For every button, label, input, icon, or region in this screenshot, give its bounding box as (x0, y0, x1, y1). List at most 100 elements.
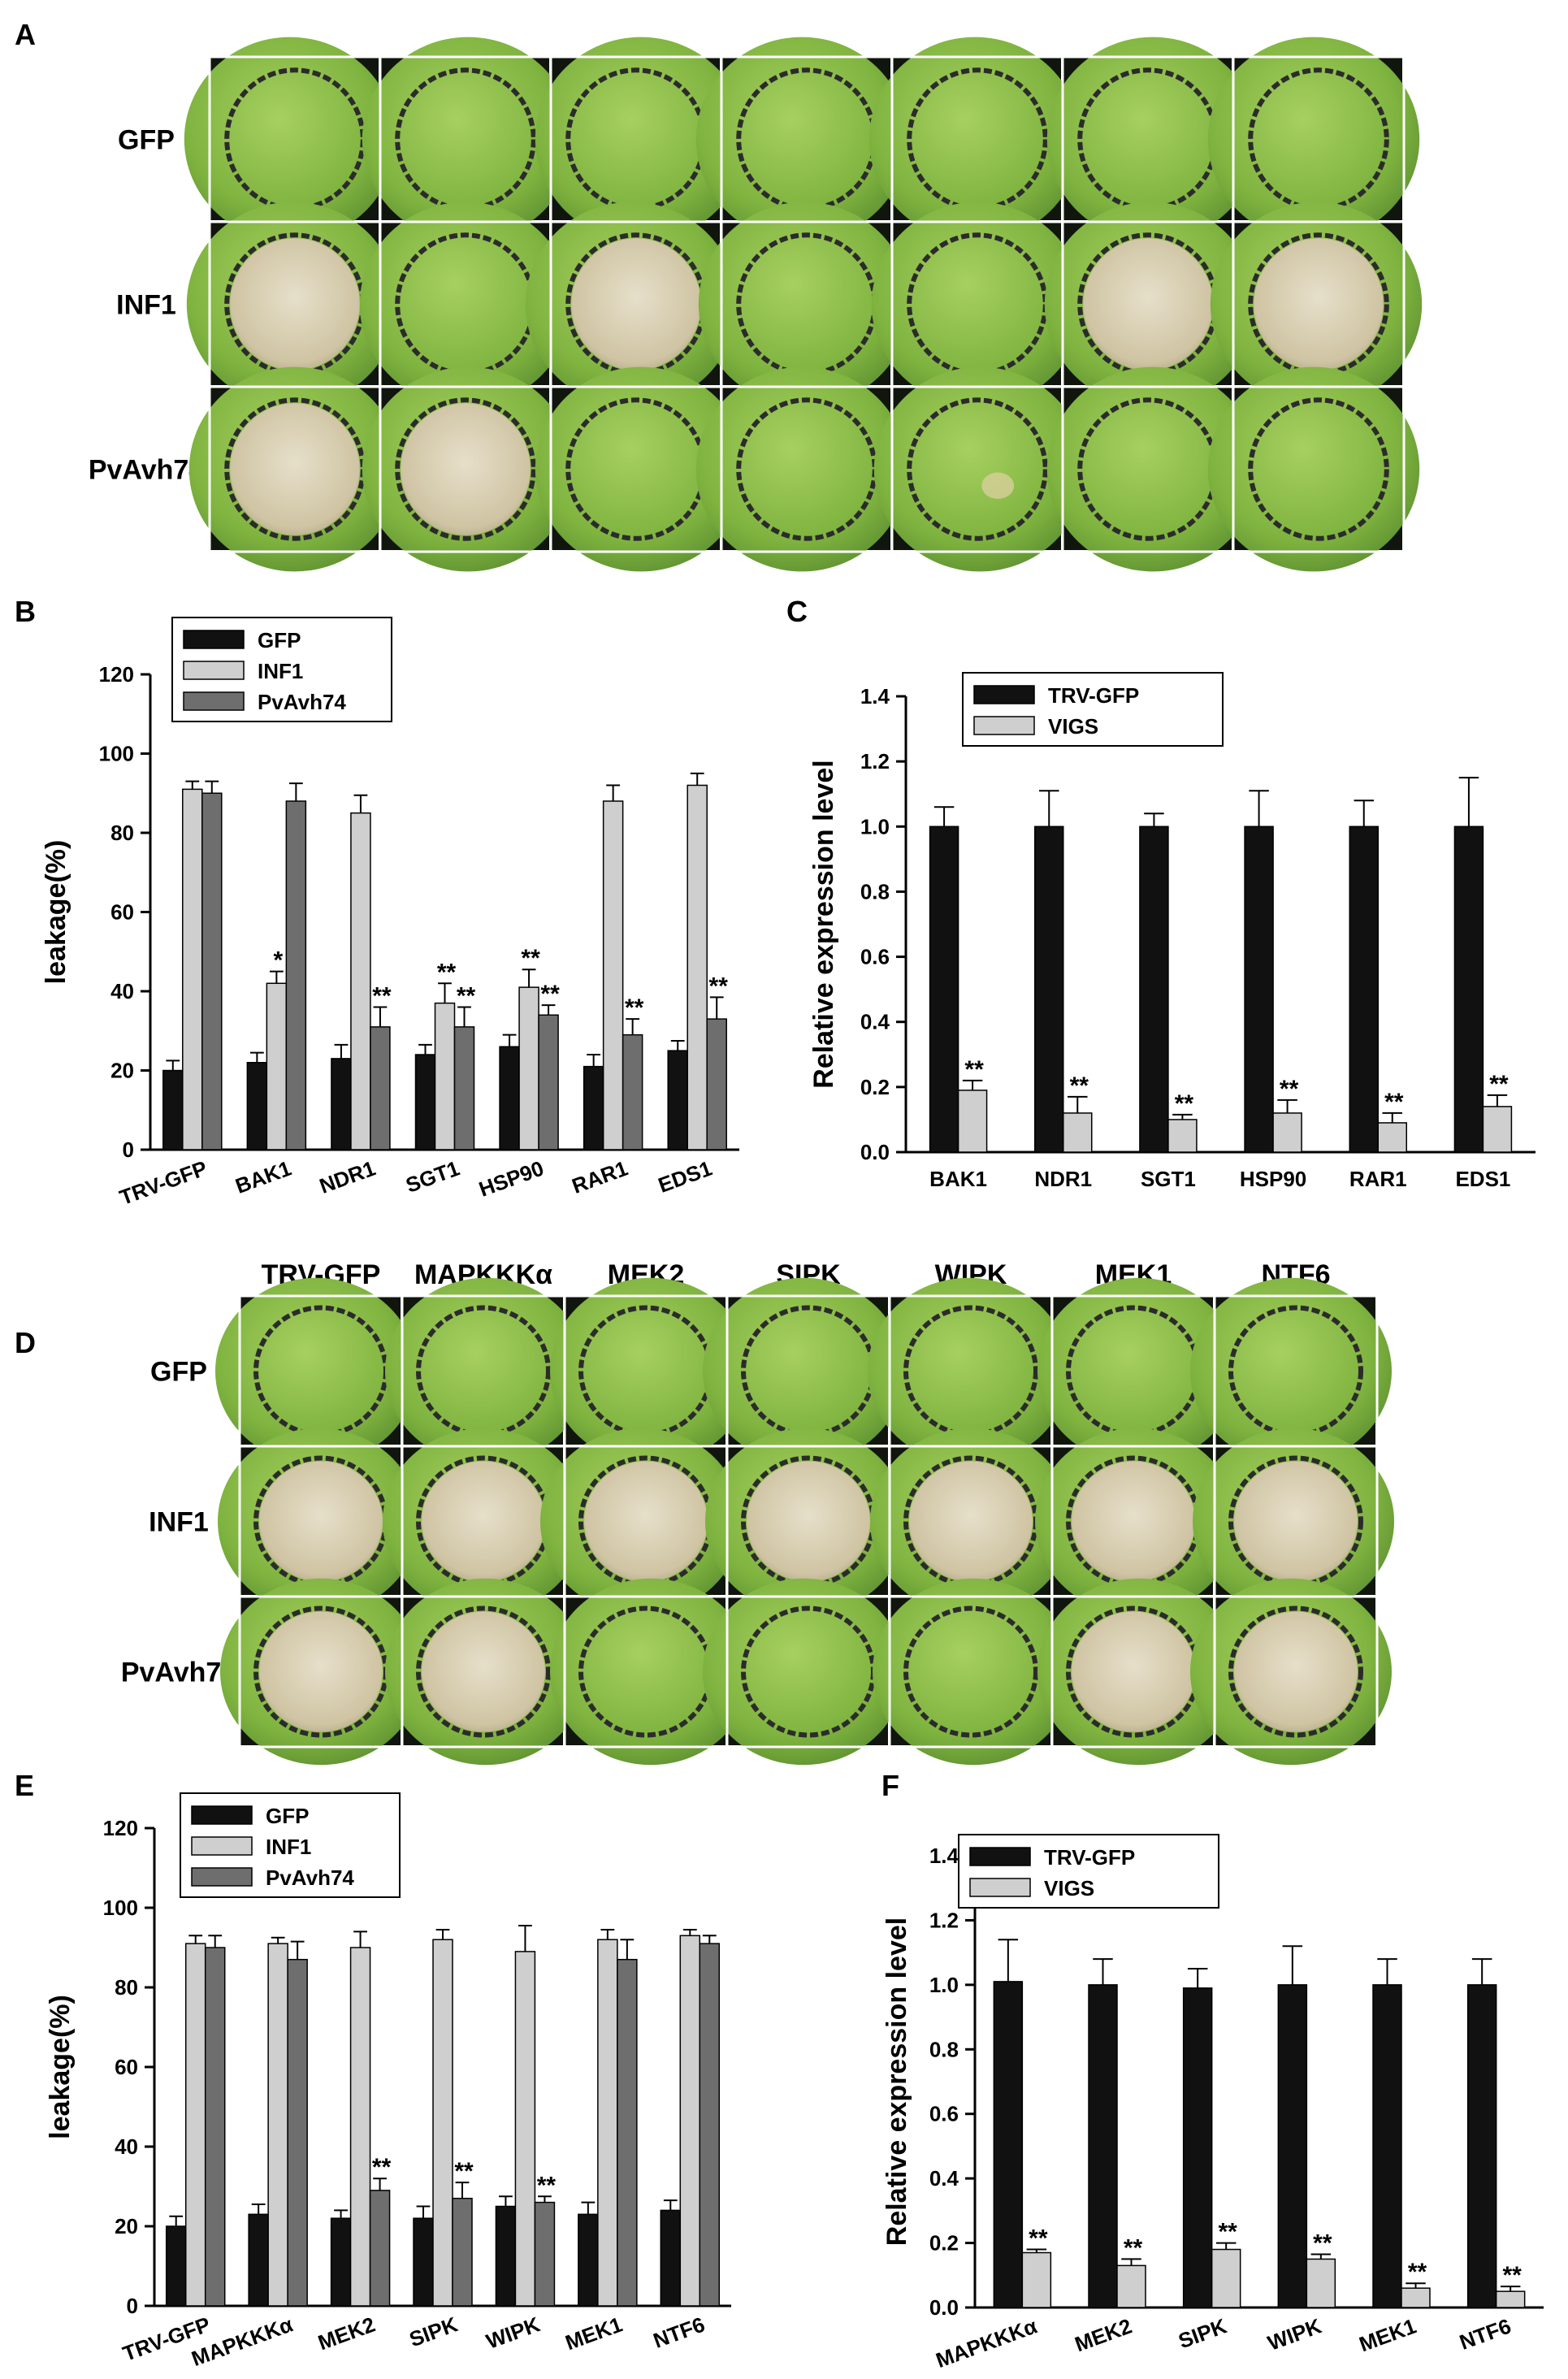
bar-vigs-mapkkk (1021, 2251, 1052, 2308)
infiltration-ring (903, 1606, 1038, 1738)
y-tick-label: 0.2 (860, 1075, 890, 1099)
panel-letter-e: E (15, 1769, 34, 1802)
y-tick-label: 1.2 (860, 749, 890, 774)
y-axis-title: Relative expression level (808, 760, 839, 1088)
infiltration-ring (395, 397, 536, 541)
leaf-surface (868, 37, 1081, 242)
cell-death-lesion (259, 1461, 383, 1582)
leaf-photo-inf1-rar1 (1044, 202, 1257, 407)
y-axis-title: leakage(%) (45, 1995, 76, 2139)
leaf-photo-gfp-hsp90 (868, 37, 1081, 242)
leaf-photo-pvavh74-bak1 (362, 366, 574, 572)
bar-inf1-ndr1 (350, 812, 371, 1150)
cell-death-lesion (1072, 1461, 1195, 1582)
y-tick-label: 120 (99, 662, 134, 687)
y-tick-label: 0.4 (929, 2166, 959, 2190)
legend-swatch-trv-gfp (973, 685, 1035, 704)
leaf-photo-gfp-mek1 (1037, 1277, 1239, 1465)
x-tick-label-rar1: RAR1 (569, 1155, 631, 1198)
infiltration-ring (907, 397, 1048, 541)
infiltration-ring (1228, 1606, 1363, 1738)
bar-gfp-rar1 (583, 1065, 604, 1150)
chart-c: 0.0 0.2 0.4 0.6 0.8 1.0 1.2 1.4 Relative express… (808, 672, 1536, 1191)
panel-letter-d: D (15, 1326, 36, 1359)
legend-label-trv-gfp: TRV-GFP (1044, 1845, 1135, 1870)
y-tick-label: 40 (115, 2134, 138, 2159)
bar-inf1-sgt1 (434, 1002, 456, 1150)
bar-gfp-trv-gfp (165, 2225, 187, 2307)
bar-inf1-mapkkk (267, 1943, 288, 2307)
x-tick-label-trv-gfp: TRV-GFP (116, 1155, 210, 1210)
leaf-photo-pvavh74-hsp90 (873, 366, 1086, 572)
legend-label-vigs: VIGS (1048, 714, 1098, 739)
legend-label-pvavh74: PvAvh74 (258, 690, 346, 714)
leaf-surface (868, 1277, 1069, 1465)
leaf-photo-gfp-sgt1 (695, 37, 908, 242)
y-tick-label: 40 (110, 979, 134, 1003)
x-tick-label-sipk: SIPK (1175, 2313, 1229, 2353)
bar-vigs-sgt1 (1167, 1119, 1198, 1153)
bar-trv-gfp-eds1 (1453, 826, 1484, 1153)
legend: GFP INF1 PvAvh74 (171, 617, 392, 722)
cell-death-lesion (230, 238, 360, 370)
bar-trv-gfp-hsp90 (1244, 826, 1274, 1153)
bar-gfp-ntf6 (660, 2209, 682, 2307)
row-label-pvavh74: PvAvh74 (89, 455, 204, 486)
leaf-photo-inf1-mapkkk (383, 1428, 584, 1615)
bar-inf1-mek1 (597, 1939, 618, 2307)
bar-pvavh74-sipk (452, 2197, 473, 2307)
bar-pvavh74-sgt1 (453, 1026, 475, 1150)
significance-mark: ** (1280, 1076, 1299, 1103)
legend-label-pvavh74: PvAvh74 (266, 1866, 354, 1890)
bar-inf1-trv-gfp (182, 788, 203, 1150)
leaf-surface (695, 37, 908, 242)
leaf-photo-gfp-sipk (703, 1277, 904, 1465)
panel-letter-c: C (786, 595, 808, 628)
legend: GFP INF1 PvAvh74 (180, 1792, 401, 1898)
leaf-surface (385, 1277, 587, 1465)
significance-mark: ** (457, 983, 476, 1010)
bar-trv-gfp-mek1 (1372, 1984, 1402, 2308)
leaf-photo-gfp-mek2 (550, 1277, 752, 1465)
significance-mark: * (274, 947, 284, 974)
x-tick-label-wipk: WIPK (1264, 2313, 1324, 2355)
bar-gfp-mek1 (578, 2213, 599, 2307)
y-tick-label: 1.4 (929, 1844, 959, 1868)
leaf-photo-inf1-ndr1 (525, 202, 738, 407)
legend: TRV-GFP VIGS (958, 1834, 1219, 1909)
leaf-photo-inf1-mek2 (540, 1428, 742, 1615)
bar-pvavh74-bak1 (285, 800, 307, 1150)
cell-death-lesion (1083, 238, 1213, 370)
leaf-photo-gfp-ntf6 (1190, 1277, 1392, 1465)
x-tick-label-mapkkk: MAPKKKα (933, 2313, 1041, 2372)
x-tick-label-hsp90: HSP90 (1240, 1167, 1306, 1191)
significance-mark: ** (709, 973, 729, 999)
leaf-photo-gfp-trv-gfp (184, 37, 396, 242)
significance-mark: ** (1502, 2262, 1522, 2289)
cell-death-lesion (571, 238, 701, 370)
infiltration-ring (903, 1305, 1038, 1437)
leaf-photo-pvavh74-eds1 (1207, 366, 1420, 572)
bar-vigs-ndr1 (1063, 1112, 1093, 1153)
bar-inf1-mek2 (349, 1947, 371, 2307)
bar-pvavh74-trv-gfp (204, 1947, 226, 2307)
bar-pvavh74-mek1 (617, 1958, 638, 2307)
bar-vigs-eds1 (1482, 1106, 1513, 1153)
y-tick-label: 1.2 (929, 1908, 959, 1932)
leaf-photo-pvavh74-mapkkk (385, 1578, 587, 1766)
y-tick-label: 60 (115, 2055, 138, 2079)
x-tick-label-ndr1: NDR1 (316, 1155, 379, 1198)
legend-label-vigs: VIGS (1044, 1876, 1094, 1900)
bar-gfp-bak1 (246, 1062, 268, 1150)
leaf-surface (1207, 37, 1420, 242)
infiltration-ring (1228, 1455, 1363, 1588)
x-tick-label-eds1: EDS1 (655, 1155, 715, 1197)
y-axis-title: leakage(%) (41, 840, 71, 985)
cell-death-lesion (422, 1611, 545, 1732)
leaf-photo-inf1-sgt1 (698, 202, 911, 407)
bar-gfp-trv-gfp (162, 1069, 184, 1150)
photo-grid-d: TRV-GFP MAPKKKα MEK2 SIPK WIPK MEK1 NTF6GFPINF… (121, 1259, 1394, 1766)
legend-swatch-pvavh74 (183, 691, 245, 711)
x-tick-label-mek1: MEK1 (562, 2312, 626, 2355)
